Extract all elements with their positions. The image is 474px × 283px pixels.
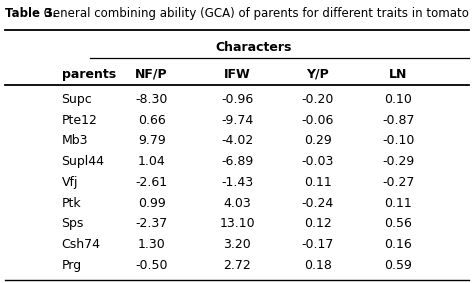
Text: Y/P: Y/P [306,68,329,81]
Text: Supc: Supc [62,93,92,106]
Text: -0.29: -0.29 [382,155,414,168]
Text: -0.17: -0.17 [301,238,334,251]
Text: 0.16: 0.16 [384,238,412,251]
Text: -0.06: -0.06 [301,113,334,127]
Text: 0.11: 0.11 [384,197,412,210]
Text: Supl44: Supl44 [62,155,105,168]
Text: Sps: Sps [62,217,84,230]
Text: Vfj: Vfj [62,176,78,189]
Text: -1.43: -1.43 [221,176,253,189]
Text: LN: LN [389,68,407,81]
Text: 3.20: 3.20 [223,238,251,251]
Text: 2.72: 2.72 [223,259,251,272]
Text: 1.30: 1.30 [138,238,165,251]
Text: parents: parents [62,68,116,81]
Text: Table 3.: Table 3. [5,7,56,20]
Text: -2.61: -2.61 [136,176,168,189]
Text: Prg: Prg [62,259,82,272]
Text: 0.99: 0.99 [138,197,165,210]
Text: Characters: Characters [215,41,292,54]
Text: -6.89: -6.89 [221,155,253,168]
Text: IFW: IFW [224,68,250,81]
Text: -2.37: -2.37 [136,217,168,230]
Text: 0.29: 0.29 [304,134,331,147]
Text: 1.04: 1.04 [138,155,165,168]
Text: -4.02: -4.02 [221,134,253,147]
Text: -0.03: -0.03 [301,155,334,168]
Text: -0.20: -0.20 [301,93,334,106]
Text: -0.27: -0.27 [382,176,414,189]
Text: Pte12: Pte12 [62,113,98,127]
Text: Mb3: Mb3 [62,134,88,147]
Text: 0.66: 0.66 [138,113,165,127]
Text: 0.59: 0.59 [384,259,412,272]
Text: NF/P: NF/P [136,68,168,81]
Text: 0.18: 0.18 [304,259,331,272]
Text: 0.11: 0.11 [304,176,331,189]
Text: 0.10: 0.10 [384,93,412,106]
Text: -9.74: -9.74 [221,113,253,127]
Text: -0.96: -0.96 [221,93,253,106]
Text: 13.10: 13.10 [219,217,255,230]
Text: 4.03: 4.03 [223,197,251,210]
Text: Ptk: Ptk [62,197,81,210]
Text: -0.50: -0.50 [136,259,168,272]
Text: Csh74: Csh74 [62,238,100,251]
Text: -8.30: -8.30 [136,93,168,106]
Text: General combining ability (GCA) of parents for different traits in tomato: General combining ability (GCA) of paren… [40,7,469,20]
Text: 0.56: 0.56 [384,217,412,230]
Text: -0.87: -0.87 [382,113,414,127]
Text: -0.24: -0.24 [301,197,334,210]
Text: 0.12: 0.12 [304,217,331,230]
Text: -0.10: -0.10 [382,134,414,147]
Text: 9.79: 9.79 [138,134,165,147]
